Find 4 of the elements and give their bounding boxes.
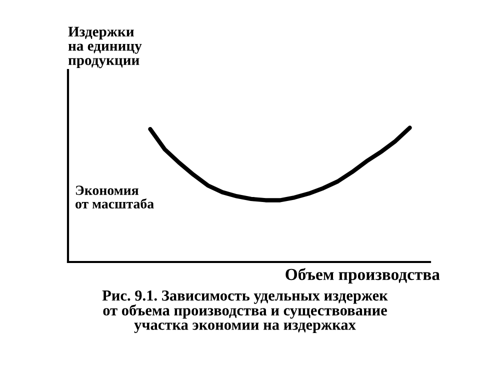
annotation: Экономия от масштаба [76,186,154,209]
text: Рис. 9.1. Зависимость удельных издержек от объема производства и существование участка экономии на издержках [102,290,388,334]
x-axis-title: Объем производства [286,268,440,284]
y-axis-title: Издержки на единицу продукции [68,26,142,68]
